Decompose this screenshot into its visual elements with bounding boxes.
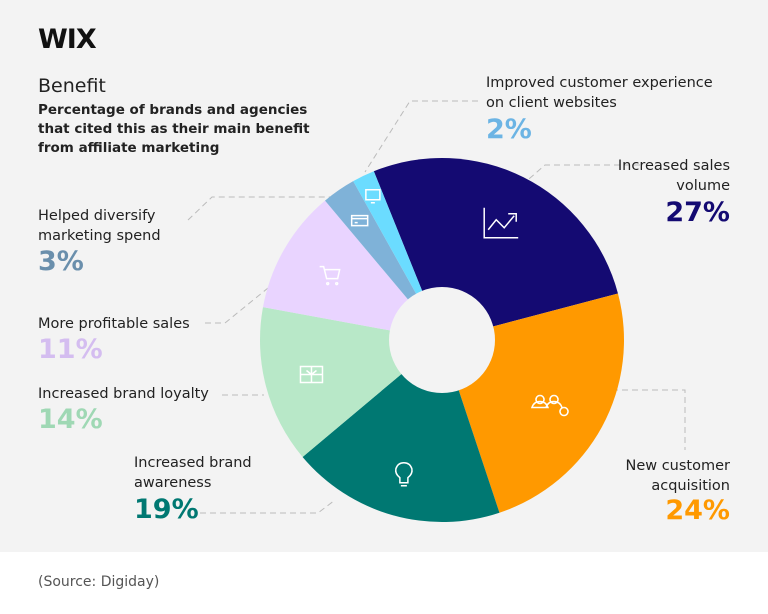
credit-card-icon xyxy=(350,214,369,227)
label-profitable-sales: More profitable sales xyxy=(38,316,190,332)
pct-improved-experience: 2% xyxy=(486,114,532,145)
leader-line-11 xyxy=(205,287,269,324)
label-brand-loyalty: Increased brand loyalty xyxy=(38,386,209,402)
pct-profitable-sales: 11% xyxy=(38,334,103,365)
gift-card-icon xyxy=(299,365,324,384)
label-improved-experience: Improved customer experience on client w… xyxy=(486,75,713,111)
monitor-icon xyxy=(365,188,381,204)
pct-brand-awareness: 19% xyxy=(134,494,199,525)
chart-title: Benefit xyxy=(38,75,106,97)
leader-line-2 xyxy=(364,100,478,173)
chart-trend-icon xyxy=(483,207,519,239)
pct-brand-loyalty: 14% xyxy=(38,404,103,435)
lightbulb-icon xyxy=(394,461,413,487)
add-users-icon xyxy=(530,394,569,417)
slice-more-profitable-sales xyxy=(262,200,442,340)
label-new-customer: New customer acquisition xyxy=(625,458,730,494)
leader-line-3 xyxy=(187,196,335,221)
cart-icon xyxy=(319,265,341,286)
leader-line-19 xyxy=(200,499,336,514)
pct-sales-volume: 27% xyxy=(665,197,730,228)
chart-subtitle: Percentage of brands and agencies that c… xyxy=(38,102,310,156)
label-sales-volume: Increased sales volume xyxy=(617,158,730,194)
leader-lines xyxy=(187,100,686,514)
label-diversify-spend: Helped diversify marketing spend xyxy=(38,208,161,244)
donut-hole xyxy=(389,287,495,393)
wix-logo: WIX xyxy=(38,24,97,55)
donut-chart xyxy=(187,100,686,522)
pct-new-customer: 24% xyxy=(665,495,730,526)
label-brand-awareness: Increased brand awareness xyxy=(134,455,252,491)
pct-diversify-spend: 3% xyxy=(38,246,84,277)
leader-line-24 xyxy=(612,389,686,450)
source-note: (Source: Digiday) xyxy=(38,574,160,590)
leader-line-27 xyxy=(521,164,640,186)
